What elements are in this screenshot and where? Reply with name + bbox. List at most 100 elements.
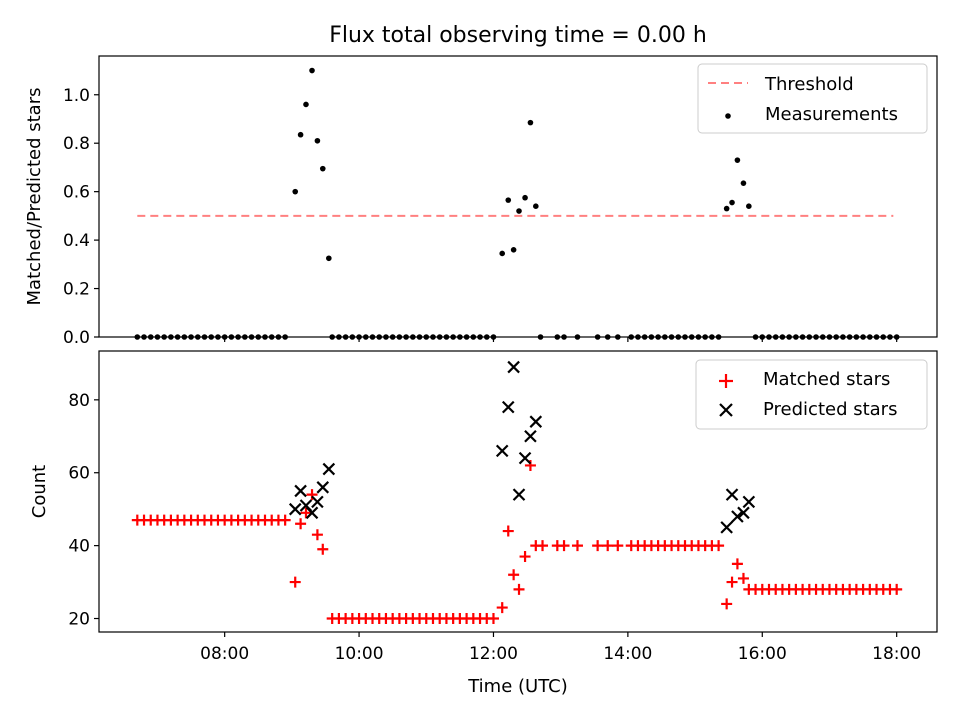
top-plot-area: [134, 67, 900, 340]
matched-stars-point: [731, 558, 743, 570]
legend-predicted-label: Predicted stars: [763, 399, 897, 420]
matched-stars-point: [311, 529, 323, 541]
measurements-point: [309, 67, 315, 74]
measurements-point: [510, 246, 517, 253]
bottom-y-ticks: 20 40 60 80: [68, 391, 99, 630]
bottom-y-tick-label: 40: [68, 537, 90, 557]
legend-measurements-swatch: [725, 113, 731, 119]
top-y-tick-label: 1.0: [63, 86, 90, 106]
bottom-y-axis-label: Count: [29, 465, 50, 518]
top-panel: 0.0 0.2 0.4 0.6 0.8 1.0 Matched/Predicted sta…: [24, 55, 938, 348]
predicted-stars-point: [322, 462, 336, 476]
bottom-y-tick-label: 20: [68, 610, 90, 630]
matched-stars-point: [502, 525, 514, 537]
predicted-stars-point: [720, 521, 733, 534]
predicted-stars-point: [294, 484, 307, 498]
matched-stars-point: [602, 540, 614, 552]
predicted-stars-point: [305, 506, 319, 520]
matched-stars-point: [513, 583, 525, 595]
measurements-point: [740, 180, 747, 186]
matched-stars-point: [496, 602, 508, 614]
measurements-point: [746, 203, 752, 209]
matched-stars-point: [519, 551, 531, 563]
predicted-stars-point: [512, 488, 526, 501]
measurements-point: [729, 199, 735, 206]
top-y-ticks: 0.0 0.2 0.4 0.6 0.8 1.0: [63, 86, 99, 348]
legend-threshold-label: Threshold: [764, 74, 854, 95]
measurements-point: [326, 255, 332, 262]
top-legend: Threshold Measurements: [697, 63, 928, 134]
legend-matched-label: Matched stars: [763, 369, 890, 390]
matched-stars-point: [737, 572, 749, 584]
matched-stars-point: [295, 518, 307, 530]
measurements-point: [292, 188, 299, 195]
matched-stars-point: [612, 540, 624, 552]
top-y-tick-label: 0.6: [63, 183, 90, 203]
matched-stars-point: [317, 543, 329, 555]
matched-stars-point: [289, 576, 301, 588]
top-y-axis-label: Matched/Predicted stars: [24, 88, 45, 306]
predicted-stars-point: [524, 430, 537, 443]
predicted-stars-point: [742, 495, 756, 509]
matched-stars-point: [279, 514, 291, 526]
measurements-point: [303, 101, 309, 108]
matched-stars-point: [721, 598, 733, 610]
top-y-tick-label: 0.4: [63, 231, 90, 251]
measurements-point: [499, 250, 506, 257]
x-tick-label: 16:00: [738, 644, 787, 664]
measurements-point: [723, 205, 730, 212]
legend-predicted-swatch: [719, 403, 733, 417]
matched-stars-point: [306, 489, 318, 501]
matched-stars-point: [537, 540, 549, 552]
predicted-stars-point: [529, 415, 543, 428]
matched-stars-point: [508, 569, 520, 581]
matched-stars-point: [571, 540, 583, 552]
bottom-plot-area: [131, 360, 903, 625]
chart-title: Flux total observing time = 0.00 h: [329, 23, 707, 48]
legend-matched-swatch: [719, 374, 733, 388]
predicted-stars-point: [731, 510, 744, 523]
bottom-axes-frame: [98, 350, 938, 633]
measurements-point: [734, 157, 741, 163]
matched-stars-point: [300, 507, 312, 519]
bottom-y-tick-label: 60: [68, 464, 90, 484]
top-legend-frame: [697, 63, 928, 134]
x-axis-label: Time (UTC): [467, 676, 568, 697]
measurements-point: [319, 165, 326, 172]
bottom-y-tick-label: 80: [68, 391, 90, 411]
x-tick-label: 14:00: [603, 644, 652, 664]
top-axes-frame: [98, 55, 938, 338]
matched-stars-point: [558, 540, 570, 552]
bottom-legend-frame: [695, 359, 928, 430]
predicted-stars-point: [311, 495, 324, 509]
bottom-x-ticks: 08:00 10:00 12:00 14:00 16:00 18:00: [200, 632, 921, 664]
top-x-ticks: [224, 337, 898, 342]
measurements-point: [522, 194, 528, 201]
matched-stars-point: [891, 583, 903, 595]
x-tick-label: 12:00: [469, 644, 518, 664]
matched-stars-point: [487, 613, 499, 625]
predicted-stars-point: [501, 400, 515, 414]
predicted-stars-point: [316, 481, 330, 494]
measurements-point: [505, 197, 512, 203]
top-y-tick-label: 0.0: [63, 328, 90, 348]
matched-stars-point: [524, 459, 536, 471]
top-y-tick-label: 0.2: [63, 280, 90, 300]
matched-stars-point: [726, 576, 738, 588]
measurements-point: [314, 137, 321, 144]
bottom-legend: Matched stars Predicted stars: [695, 359, 928, 430]
predicted-stars-point: [507, 360, 520, 374]
measurements-point: [297, 131, 304, 138]
predicted-stars-point: [725, 488, 739, 501]
x-tick-label: 10:00: [335, 644, 384, 664]
top-y-tick-label: 0.8: [63, 134, 90, 154]
predicted-stars-point: [518, 451, 532, 465]
measurements-point: [516, 208, 522, 214]
matched-stars-point: [592, 540, 604, 552]
measurements-point: [533, 203, 539, 209]
x-tick-label: 08:00: [200, 644, 249, 664]
x-tick-label: 18:00: [872, 644, 921, 664]
predicted-stars-point: [737, 506, 750, 520]
